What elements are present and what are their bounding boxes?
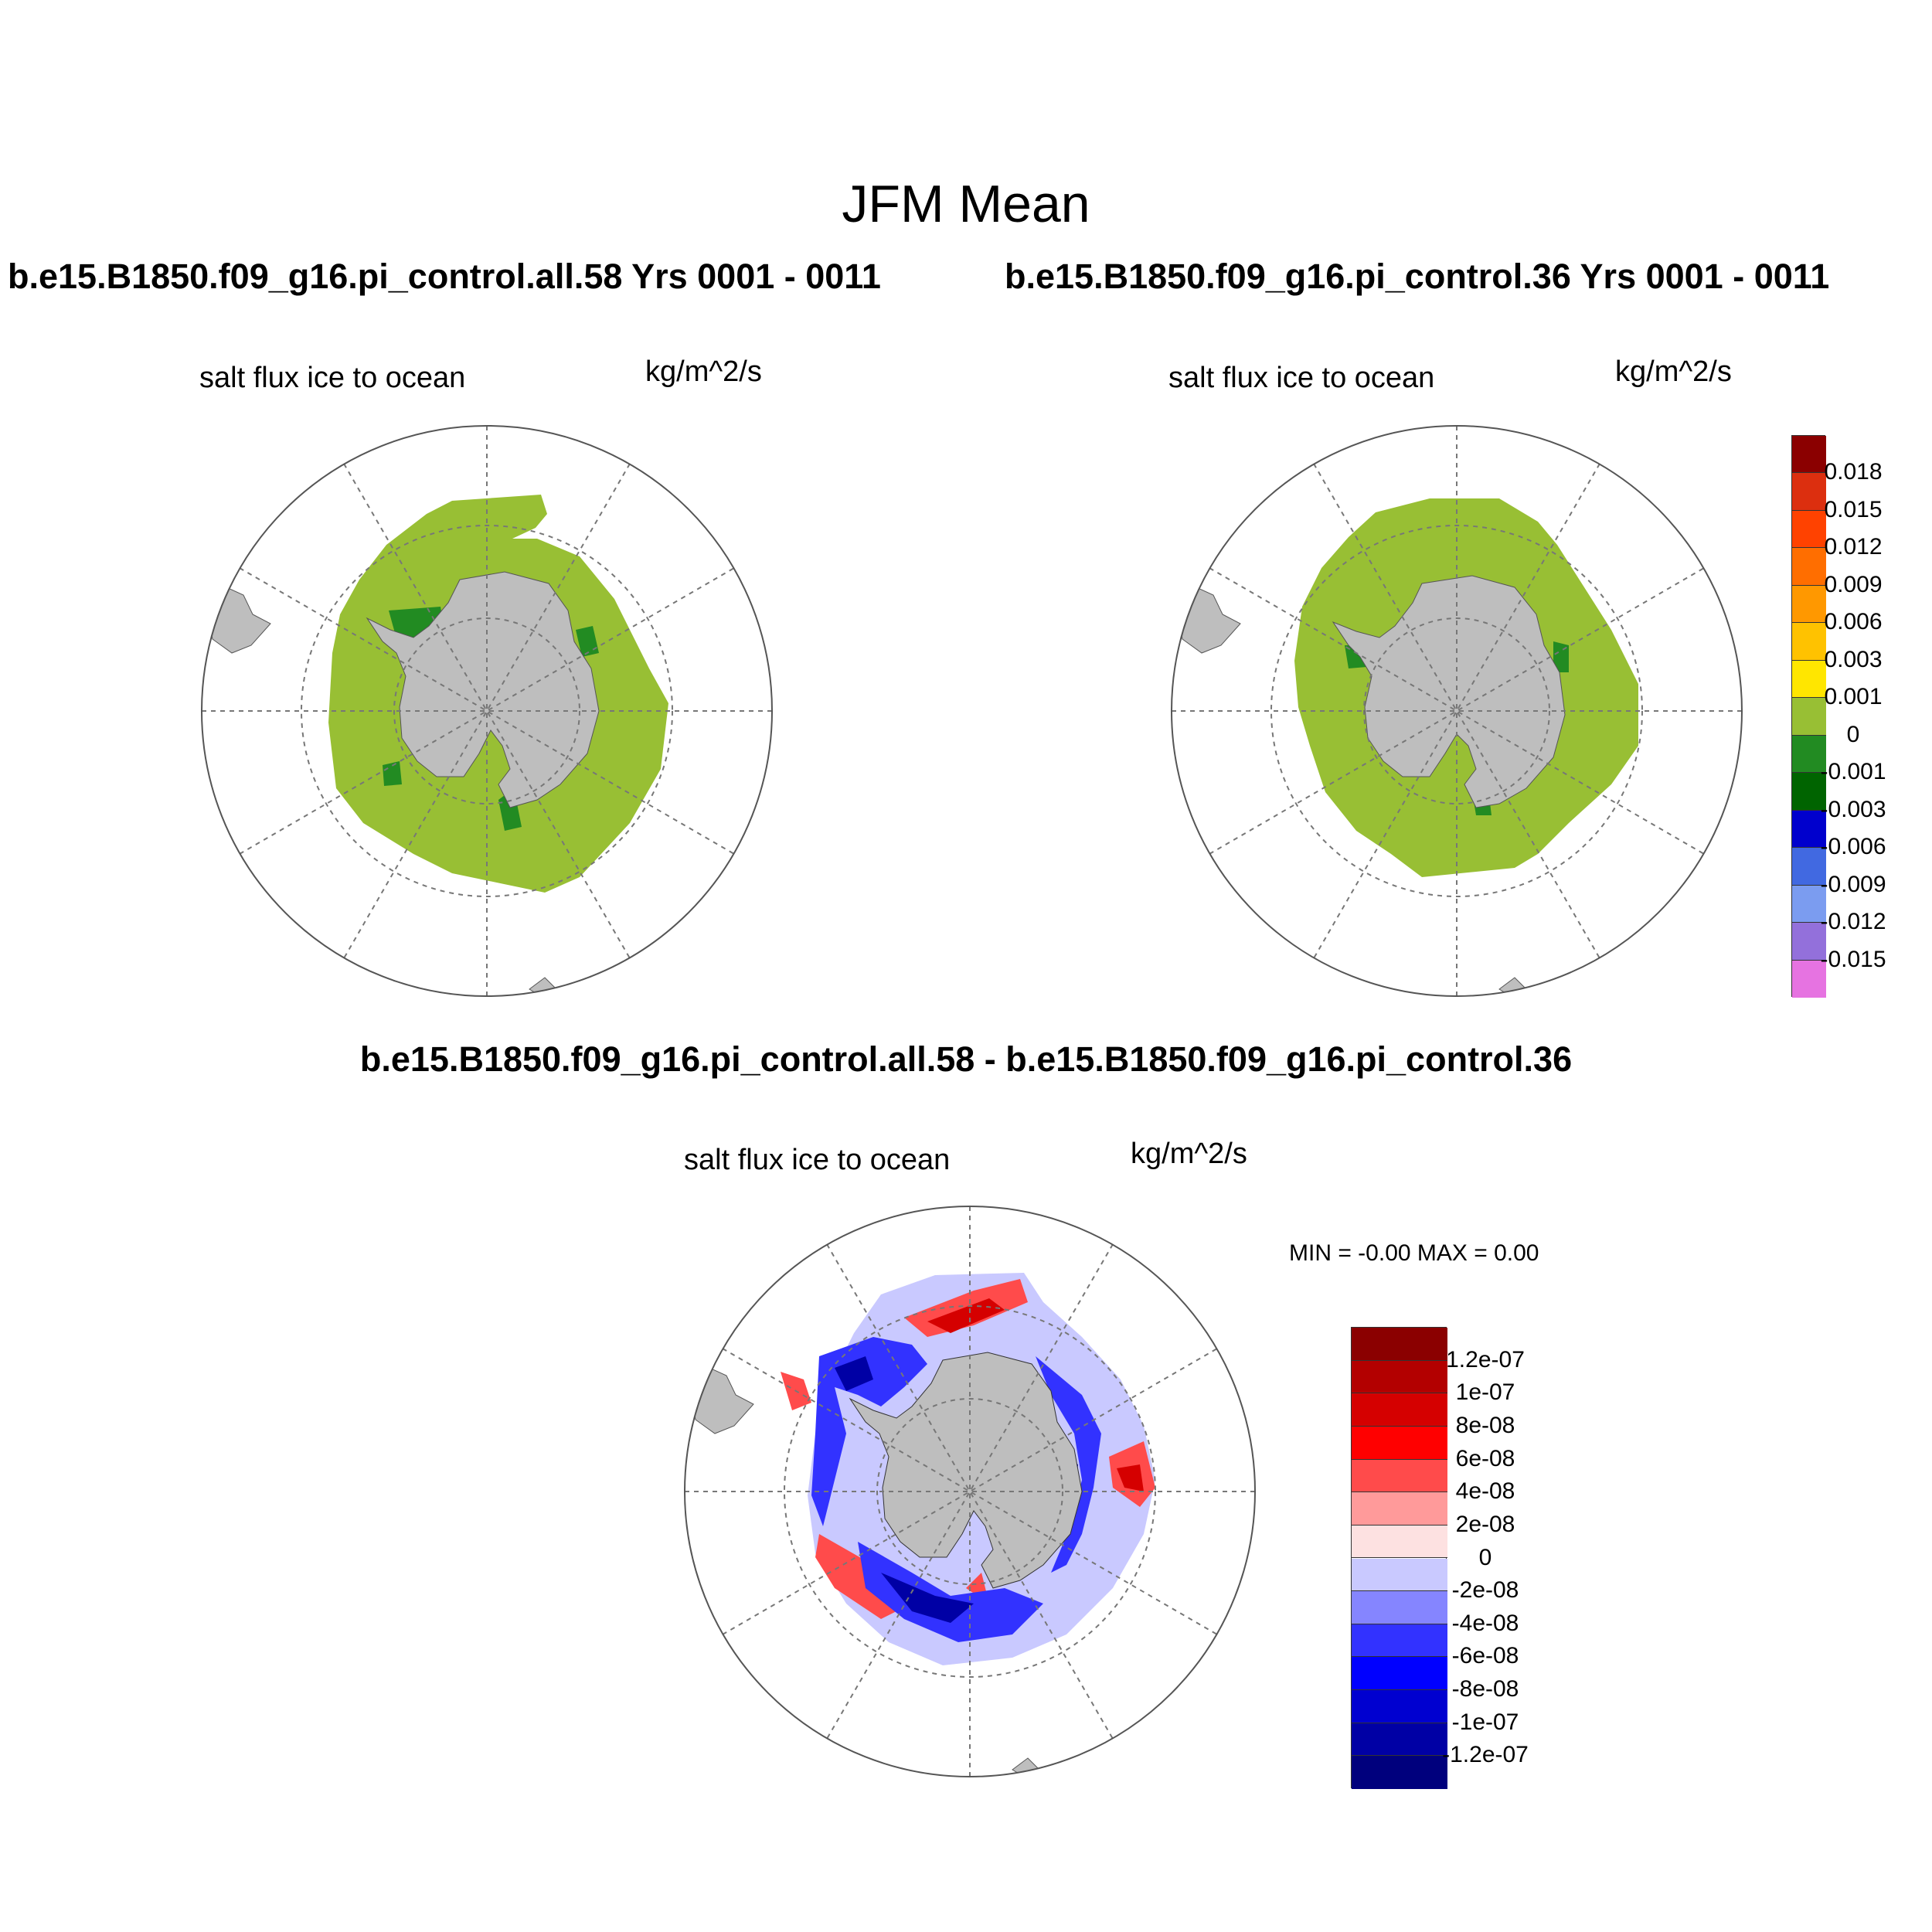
colorbar-swatch xyxy=(1352,1558,1447,1592)
south-america-tip xyxy=(687,1367,754,1434)
colorbar-label: -0.012 xyxy=(1820,909,1886,935)
panel3-variable-label: salt flux ice to ocean xyxy=(684,1144,951,1176)
colorbar-swatch xyxy=(1792,885,1826,923)
colorbar-label: -8e-08 xyxy=(1451,1676,1519,1702)
colorbar-label: -2e-08 xyxy=(1451,1577,1519,1604)
colorbar-swatch xyxy=(1792,510,1826,549)
colorbar-label: -1e-07 xyxy=(1451,1709,1519,1735)
colorbar-label: -0.003 xyxy=(1820,796,1886,822)
colorbar-label: 2e-08 xyxy=(1455,1511,1515,1537)
colorbar-swatch xyxy=(1352,1360,1447,1394)
polar-map-case2 xyxy=(1171,425,1743,997)
colorbar-label: 0.001 xyxy=(1824,684,1883,710)
colorbar-swatch xyxy=(1352,1492,1447,1526)
colorbar-swatch xyxy=(1352,1426,1447,1460)
ice-edge-negative xyxy=(383,607,599,831)
colorbar-case xyxy=(1791,435,1826,998)
figure-title: JFM Mean xyxy=(842,175,1090,233)
colorbar-difference xyxy=(1351,1327,1447,1789)
colorbar-label: 6e-08 xyxy=(1455,1445,1515,1471)
polar-map-difference xyxy=(684,1206,1256,1777)
colorbar-label: -0.006 xyxy=(1820,834,1886,860)
colorbar-swatch xyxy=(1792,473,1826,511)
polar-map-case1 xyxy=(201,425,773,997)
left-case-title: b.e15.B1850.f09_g16.pi_control.all.58 Yr… xyxy=(8,257,881,296)
colorbar-swatch xyxy=(1352,1690,1447,1723)
colorbar-swatch xyxy=(1792,735,1826,774)
colorbar-swatch xyxy=(1792,585,1826,624)
colorbar-swatch xyxy=(1352,1591,1447,1624)
diff-field-strong-negative xyxy=(835,1356,1078,1623)
colorbar-label: -6e-08 xyxy=(1451,1643,1519,1669)
colorbar-label: 0 xyxy=(1478,1544,1492,1570)
colorbar-swatch xyxy=(1352,1525,1447,1559)
colorbar-label: 0.015 xyxy=(1824,496,1883,522)
colorbar-label: -1.2e-07 xyxy=(1442,1742,1529,1768)
colorbar-label: 0.018 xyxy=(1824,459,1883,485)
diff-field-strong-positive xyxy=(927,1298,1144,1492)
colorbar-swatch xyxy=(1352,1723,1447,1757)
colorbar-swatch xyxy=(1792,923,1826,961)
antarctica-landmass xyxy=(366,571,600,808)
colorbar-swatch xyxy=(1792,848,1826,886)
antarctica-landmass xyxy=(1332,575,1566,808)
colorbar-swatch xyxy=(1792,660,1826,699)
min-max-readout: MIN = -0.00 MAX = 0.00 xyxy=(1289,1240,1539,1266)
colorbar-label: 0.006 xyxy=(1824,609,1883,635)
colorbar-swatch xyxy=(1352,1459,1447,1493)
south-america-tip xyxy=(1174,587,1241,654)
colorbar-swatch xyxy=(1792,960,1826,998)
colorbar-label: 0.009 xyxy=(1824,571,1883,597)
graticule xyxy=(1172,426,1742,996)
colorbar-swatch xyxy=(1792,810,1826,849)
panel3-units-label: kg/m^2/s xyxy=(1131,1138,1247,1170)
colorbar-label: -4e-08 xyxy=(1451,1610,1519,1636)
difference-title: b.e15.B1850.f09_g16.pi_control.all.58 - … xyxy=(359,1039,1573,1079)
colorbar-swatch xyxy=(1352,1756,1447,1789)
colorbar-label: -0.015 xyxy=(1820,946,1886,972)
south-america-tip xyxy=(204,587,271,654)
colorbar-swatch xyxy=(1352,1393,1447,1427)
colorbar-swatch xyxy=(1792,698,1826,736)
colorbar-swatch xyxy=(1352,1657,1447,1691)
colorbar-swatch xyxy=(1792,436,1826,474)
colorbar-label: -0.001 xyxy=(1820,759,1886,785)
colorbar-label: 1e-07 xyxy=(1455,1379,1515,1406)
graticule xyxy=(685,1206,1255,1777)
panel1-variable-label: salt flux ice to ocean xyxy=(199,362,466,394)
colorbar-label: 0.003 xyxy=(1824,646,1883,672)
panel2-variable-label: salt flux ice to ocean xyxy=(1168,362,1435,394)
graticule xyxy=(202,426,772,996)
colorbar-swatch xyxy=(1352,1328,1447,1361)
diff-field-negative xyxy=(811,1337,1101,1642)
colorbar-label: 4e-08 xyxy=(1455,1478,1515,1505)
panel2-units-label: kg/m^2/s xyxy=(1615,355,1732,388)
colorbar-label: 0 xyxy=(1846,721,1860,747)
colorbar-label: 8e-08 xyxy=(1455,1412,1515,1438)
colorbar-swatch xyxy=(1792,623,1826,661)
colorbar-swatch xyxy=(1792,548,1826,586)
colorbar-label: 0.012 xyxy=(1824,534,1883,560)
panel1-units-label: kg/m^2/s xyxy=(645,355,762,388)
colorbar-swatch xyxy=(1352,1624,1447,1658)
colorbar-swatch xyxy=(1792,773,1826,811)
colorbar-label: -0.009 xyxy=(1820,871,1886,897)
colorbar-label: 1.2e-07 xyxy=(1446,1346,1525,1372)
right-case-title: b.e15.B1850.f09_g16.pi_control.36 Yrs 00… xyxy=(1005,257,1830,296)
antarctica-landmass xyxy=(849,1352,1083,1589)
